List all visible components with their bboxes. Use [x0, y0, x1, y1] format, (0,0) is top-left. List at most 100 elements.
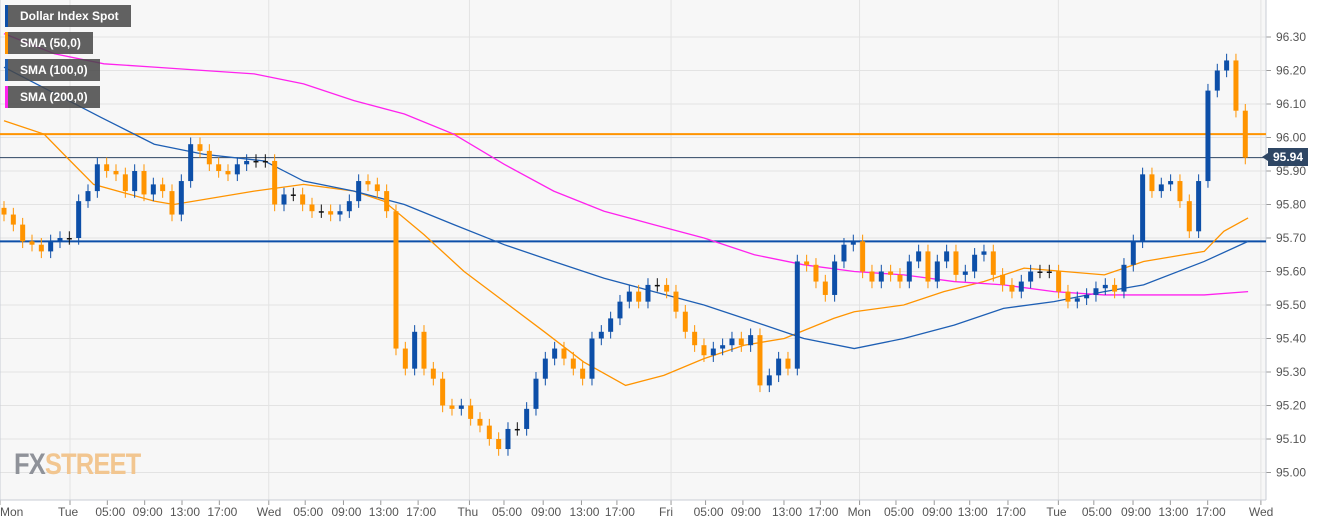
x-tick-label: 09:00 [331, 505, 361, 519]
y-tick-label: 95.50 [1276, 298, 1306, 312]
candle-body [878, 271, 884, 282]
x-tick-label: 13:00 [369, 505, 399, 519]
y-tick-label: 96.30 [1276, 30, 1306, 44]
candle-body [318, 211, 324, 213]
candle-body [962, 271, 968, 275]
y-tick-label: 96.20 [1276, 64, 1306, 78]
candle-body [813, 264, 819, 282]
candle-body [626, 291, 632, 302]
x-tick-label: Tue [58, 505, 79, 519]
sma200-line [3, 33, 1249, 296]
candle-body [972, 254, 978, 272]
x-tick-label: 13:00 [958, 505, 988, 519]
candle-body [188, 144, 194, 182]
candle-body [104, 164, 110, 171]
candle-body [822, 281, 828, 295]
x-tick-label: 17:00 [207, 505, 237, 519]
candle-body [430, 368, 436, 379]
x-tick-label: 09:00 [531, 505, 561, 519]
y-tick-label: 95.00 [1276, 466, 1306, 480]
candle-body [468, 405, 474, 419]
candle-body [1224, 60, 1230, 71]
x-tick-label: 17:00 [605, 505, 635, 519]
candle-body [1121, 264, 1127, 292]
legend-sma50[interactable]: SMA (50,0) [5, 32, 93, 54]
x-tick-label: 09:00 [922, 505, 952, 519]
candle-body [990, 251, 996, 275]
x-tick-label: 09:00 [1121, 505, 1151, 519]
candle-body [636, 291, 642, 302]
y-tick-label: 95.80 [1276, 198, 1306, 212]
candle-body [748, 335, 754, 346]
candle-body [20, 224, 26, 242]
candle-body [654, 284, 660, 287]
x-tick-label: Wed [257, 505, 281, 519]
candle-body [262, 160, 268, 163]
candle-body [1168, 181, 1174, 185]
candle-body [76, 201, 82, 238]
candle-body [561, 348, 567, 359]
candle-body [356, 181, 362, 202]
candle-body [701, 345, 707, 356]
candle-body [122, 174, 128, 192]
candle-body [1233, 60, 1239, 111]
candle-body [337, 211, 343, 215]
x-tick-label: Fri [659, 505, 673, 519]
candle-body [916, 251, 922, 262]
candle-body [673, 291, 679, 312]
candle-body [328, 211, 334, 215]
candle-body [197, 144, 203, 151]
logo-street: STREET [44, 448, 141, 481]
candle-body [402, 348, 408, 369]
x-tick-label: Wed [1249, 505, 1273, 519]
candle-body [804, 261, 810, 265]
x-tick-label: 13:00 [569, 505, 599, 519]
candle-body [141, 171, 147, 195]
x-tick-label: 05:00 [1082, 505, 1112, 519]
x-tick-label: 13:00 [170, 505, 200, 519]
candle-body [1009, 284, 1015, 292]
candle-body [542, 358, 548, 379]
candle-body [860, 241, 866, 272]
candle-body [1084, 294, 1090, 299]
candle-body [1149, 174, 1155, 192]
candle-body [682, 311, 688, 332]
candle-body [981, 251, 987, 255]
candle-body [374, 184, 380, 192]
candle-body [589, 338, 595, 379]
legend-dollar-index[interactable]: Dollar Index Spot [5, 5, 131, 27]
candle-body [1018, 281, 1024, 292]
y-tick-label: 95.70 [1276, 231, 1306, 245]
candle-body [365, 181, 371, 185]
candle-body [48, 241, 54, 252]
candle-body [160, 184, 166, 192]
candle-body [309, 204, 315, 212]
y-tick-label: 95.90 [1276, 164, 1306, 178]
candle-body [832, 261, 838, 295]
candle-body [384, 191, 390, 212]
candle-body [1028, 271, 1034, 282]
legend-sma100[interactable]: SMA (100,0) [5, 59, 100, 81]
candle-body [598, 331, 604, 339]
legend-sma200[interactable]: SMA (200,0) [5, 86, 100, 108]
x-tick-label: 05:00 [95, 505, 125, 519]
candle-body [841, 244, 847, 262]
candle-body [514, 428, 520, 431]
candle-body [244, 160, 250, 165]
last-price-pointer-icon [1262, 153, 1268, 161]
candle-body [1093, 288, 1099, 295]
y-tick-label: 95.40 [1276, 332, 1306, 346]
candle-body [178, 181, 184, 215]
candle-body [934, 261, 940, 282]
candle-body [944, 251, 950, 262]
candle-body [1112, 284, 1118, 292]
x-tick-label: Thu [457, 505, 478, 519]
candle-body [552, 348, 558, 359]
candle-body [766, 375, 772, 386]
candle-body [66, 238, 72, 240]
candle-body [1, 207, 7, 215]
candle-body [776, 358, 782, 376]
candle-body [1130, 241, 1136, 265]
